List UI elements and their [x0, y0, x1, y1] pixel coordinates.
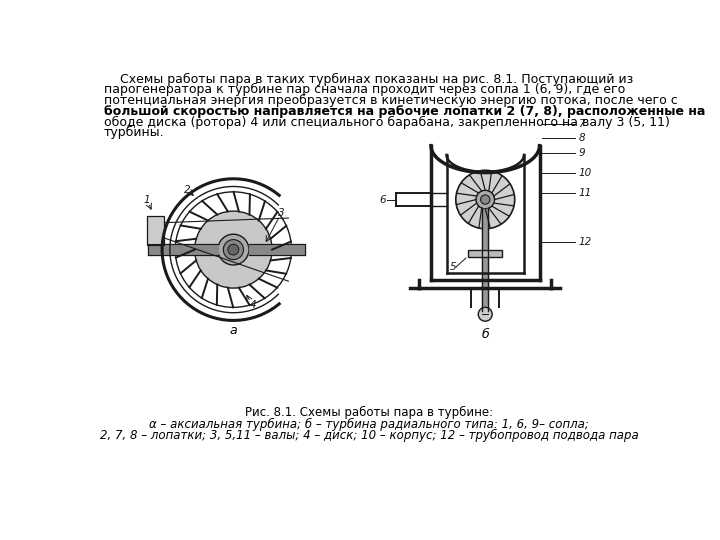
Circle shape: [228, 244, 239, 255]
Text: 11: 11: [578, 188, 592, 198]
Text: 5: 5: [449, 262, 456, 272]
Bar: [148, 215, 164, 245]
Text: 9: 9: [578, 148, 585, 158]
Text: а: а: [230, 324, 237, 337]
Text: 10: 10: [578, 167, 592, 178]
Text: Схемы работы пара в таких турбинах показаны на рис. 8.1. Поступающий из: Схемы работы пара в таких турбинах показ…: [104, 72, 633, 85]
Circle shape: [218, 234, 249, 265]
Text: 7: 7: [578, 119, 585, 129]
Text: 6: 6: [379, 194, 386, 205]
Circle shape: [456, 170, 515, 229]
Text: 8: 8: [578, 133, 585, 143]
Text: 1: 1: [143, 194, 150, 205]
Text: потенциальная энергия преобразуется в кинетическую энергию потока, после чего с: потенциальная энергия преобразуется в ки…: [104, 94, 678, 107]
Text: 12: 12: [578, 237, 592, 247]
Circle shape: [478, 307, 492, 321]
Bar: [468, 249, 503, 257]
Circle shape: [481, 195, 490, 204]
Text: 2, 7, 8 – лопатки; 3, 5,11 – валы; 4 – диск; 10 – корпус; 12 – трубопровод подво: 2, 7, 8 – лопатки; 3, 5,11 – валы; 4 – д…: [99, 429, 639, 442]
Text: 4: 4: [249, 300, 256, 310]
Text: б: б: [482, 328, 489, 341]
Text: турбины.: турбины.: [104, 126, 165, 139]
Text: парогенератора к турбине пар сначала проходит через сопла 1 (6, 9), где его: парогенератора к турбине пар сначала про…: [104, 83, 625, 96]
Text: ободе диска (ротора) 4 или специального барабана, закрепленного на валу 3 (5, 11: ободе диска (ротора) 4 или специального …: [104, 116, 670, 129]
Circle shape: [223, 240, 243, 260]
Text: α – аксиальная турбина; б – турбина радиального типа: 1, 6, 9– сопла;: α – аксиальная турбина; б – турбина ради…: [149, 418, 589, 431]
Text: 2: 2: [184, 185, 190, 194]
Text: 3: 3: [278, 208, 284, 218]
Text: большой скоростью направляется на рабочие лопатки 2 (7, 8), расположенные на: большой скоростью направляется на рабочи…: [104, 105, 706, 118]
Circle shape: [476, 190, 495, 209]
Text: Рис. 8.1. Схемы работы пара в турбине:: Рис. 8.1. Схемы работы пара в турбине:: [245, 406, 493, 420]
Circle shape: [194, 211, 272, 288]
